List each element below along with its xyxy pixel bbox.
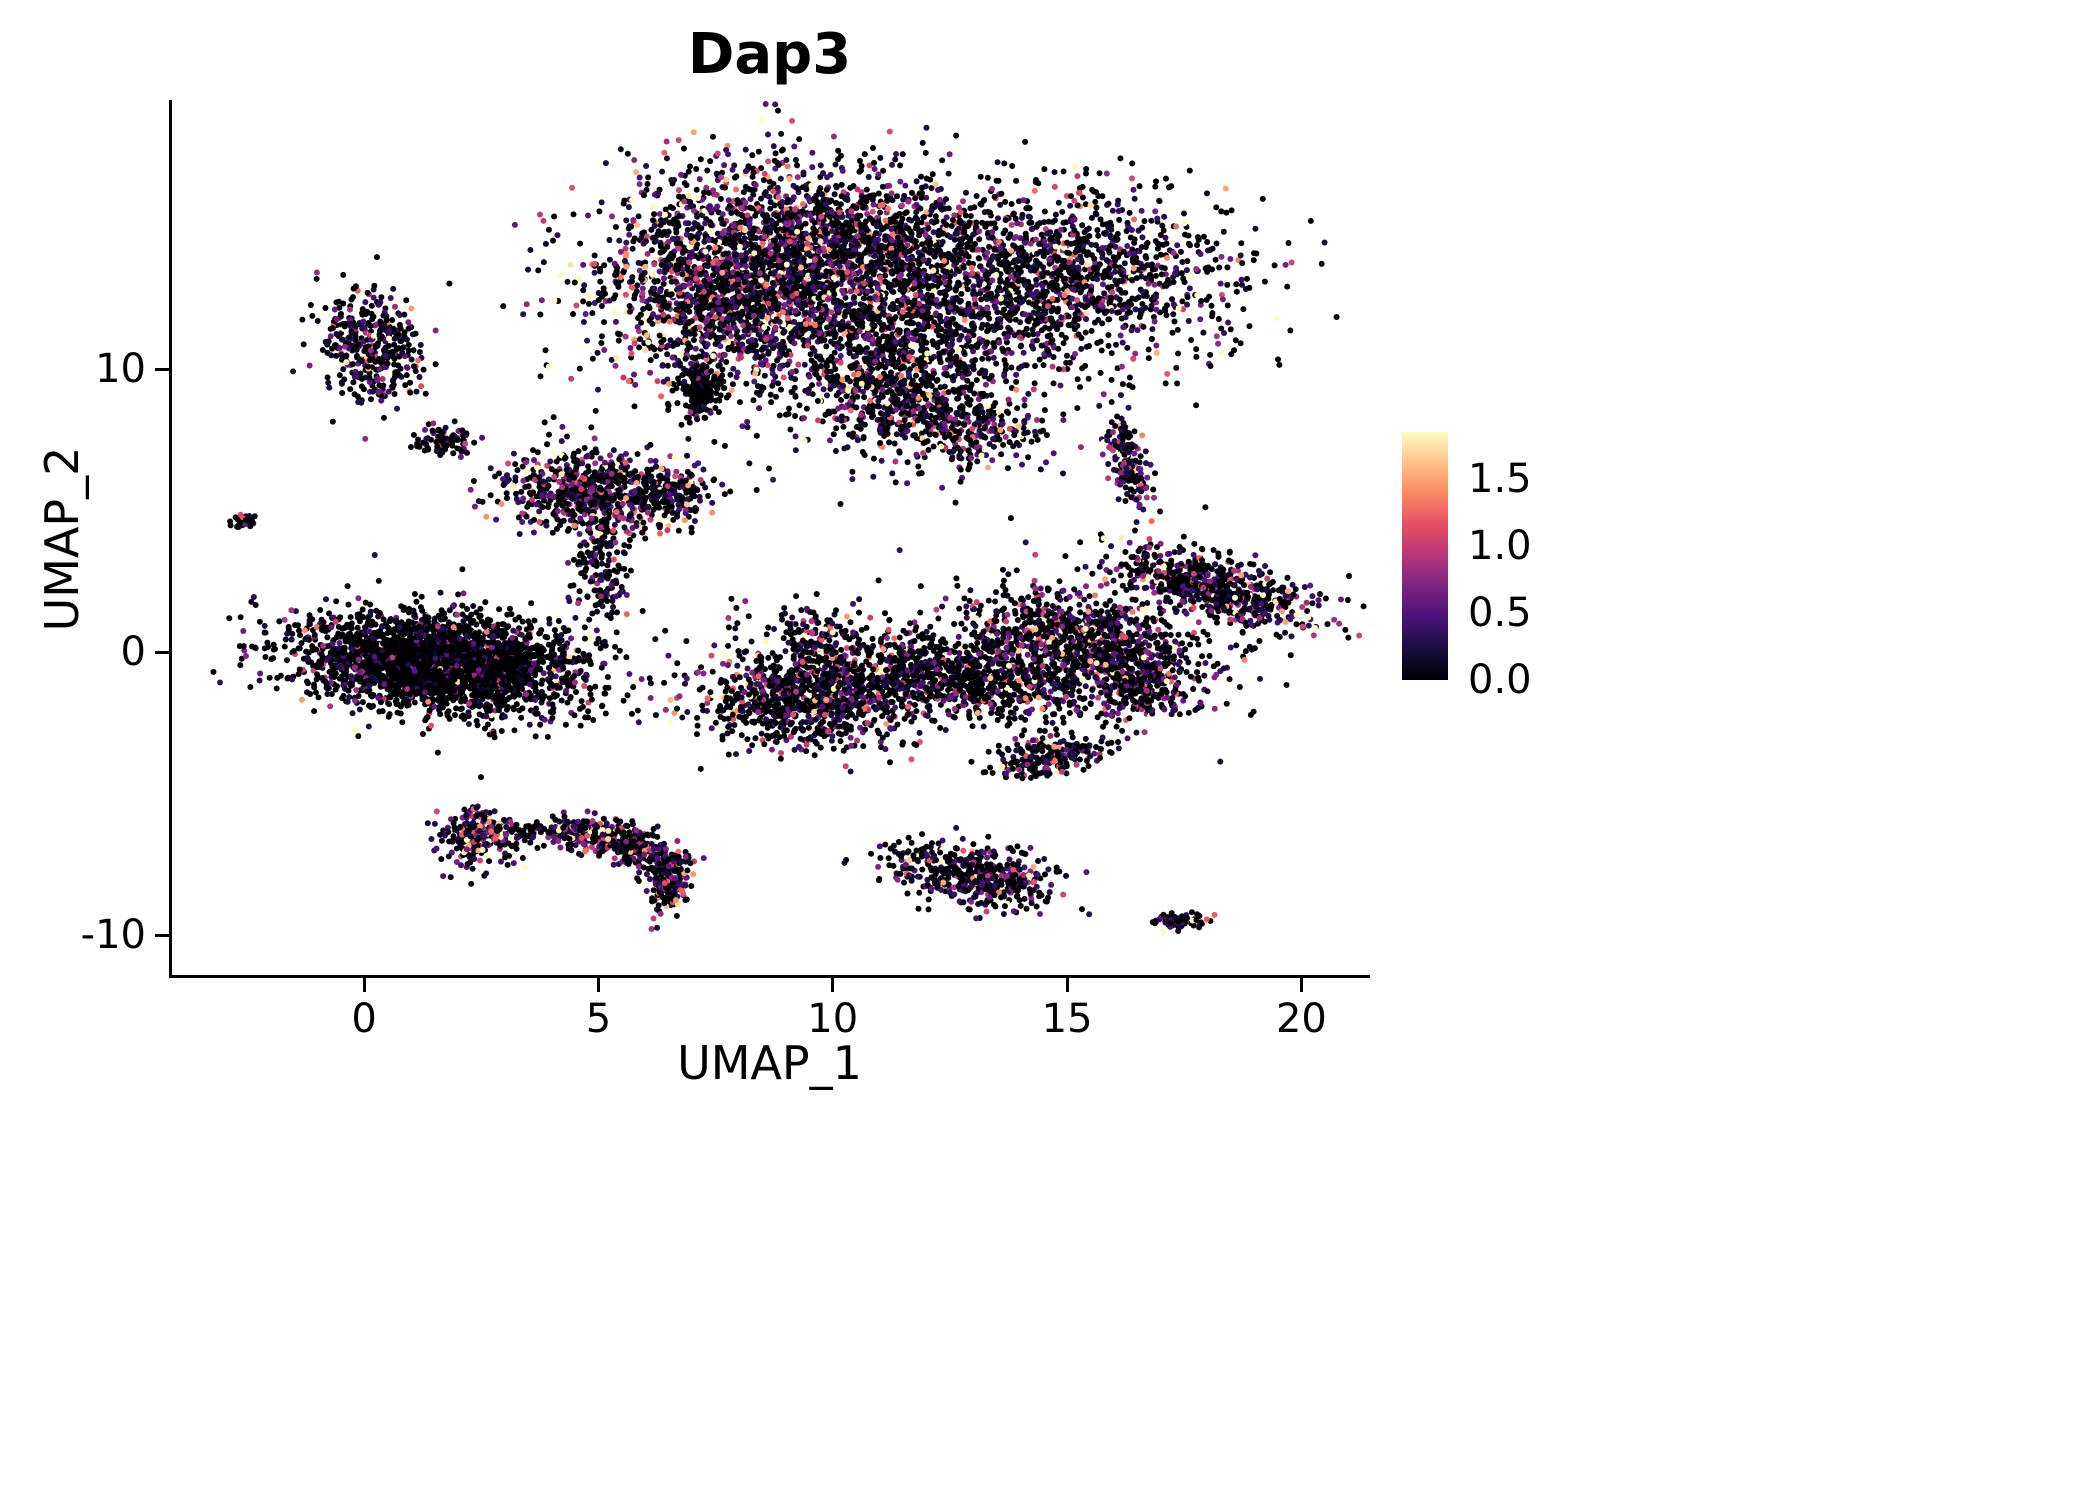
x-tick-label: 15 <box>1041 996 1093 1042</box>
colorbar-tick-label: 1.5 <box>1468 456 1532 502</box>
x-tick-label: 20 <box>1275 996 1327 1042</box>
y-tick-mark <box>155 933 169 937</box>
y-tick-mark <box>155 650 169 654</box>
chart-title: Dap3 <box>687 22 852 87</box>
y-axis-line <box>169 100 172 978</box>
x-tick-mark <box>1299 978 1303 992</box>
x-tick-label: 0 <box>351 996 377 1042</box>
x-tick-mark <box>1065 978 1069 992</box>
y-tick-mark <box>155 367 169 371</box>
colorbar-tick-label: 1.0 <box>1468 523 1532 569</box>
x-tick-label: 5 <box>585 996 612 1042</box>
colorbar-tick-label: 0.0 <box>1468 657 1532 703</box>
x-tick-mark <box>831 978 835 992</box>
colorbar-tick-label: 0.5 <box>1468 590 1532 636</box>
scatter-points <box>172 100 1367 975</box>
x-tick-mark <box>596 978 600 992</box>
y-tick-label: -10 <box>80 912 146 959</box>
colorbar-gradient <box>1402 432 1448 680</box>
plot-area <box>172 100 1367 975</box>
x-tick-label: 10 <box>807 996 859 1042</box>
x-axis-label: UMAP_1 <box>677 1036 862 1090</box>
x-axis-line <box>169 975 1370 978</box>
y-tick-label: 10 <box>95 346 146 392</box>
colorbar-legend: 1.5 1.0 0.5 0.0 <box>1402 432 1622 702</box>
x-tick-mark <box>362 978 366 992</box>
y-tick-label: 0 <box>120 629 146 676</box>
y-axis-label: UMAP_2 <box>35 446 89 632</box>
